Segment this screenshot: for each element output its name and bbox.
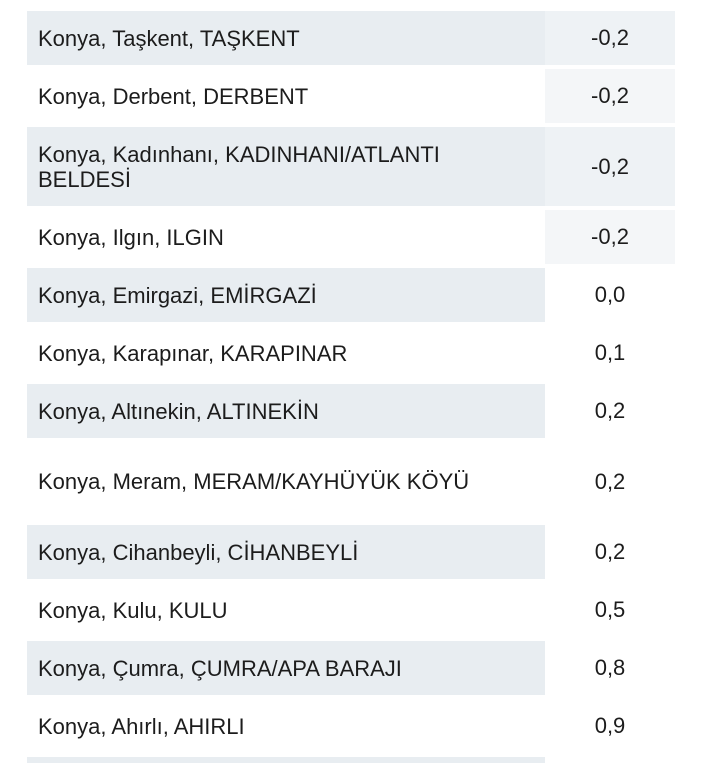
- table-row: Konya, Kadınhanı, KADINHANI/ATLANTI BELD…: [27, 127, 675, 206]
- location-cell: Konya, Karapınar, KARAPINAR: [38, 340, 348, 366]
- value-cell: 0,5: [594, 597, 626, 622]
- value-cell: 0,9: [594, 713, 626, 738]
- table-row: Konya, Çumra, ÇUMRA/APA BARAJI 0,8: [27, 641, 675, 695]
- location-cell: Konya, Cihanbeyli, CİHANBEYLİ: [27, 525, 545, 579]
- location-cell: Konya, Meram, MERAM/KAYHÜYÜK KÖYÜ: [38, 469, 470, 494]
- table-row: Konya, Emirgazi, EMİRGAZİ 0,0: [27, 268, 675, 322]
- value-cell: -0,2: [545, 69, 675, 123]
- value-cell: -0,2: [545, 11, 675, 65]
- value-cell: -0,2: [545, 210, 675, 264]
- location-cell: Konya, Altınekin, ALTINEKİN: [27, 384, 545, 438]
- location-cell: Konya, Kulu, KULU: [38, 597, 228, 623]
- location-cell: Konya, Kadınhanı, KADINHANI/ATLANTI BELD…: [27, 127, 545, 206]
- location-cell: Konya, Taşkent, TAŞKENT: [27, 11, 545, 65]
- next-row-edge: [27, 757, 545, 763]
- value-cell: 0,2: [594, 539, 626, 564]
- table-row: Konya, Taşkent, TAŞKENT -0,2: [27, 11, 675, 65]
- location-cell: Konya, Ahırlı, AHIRLI: [38, 713, 245, 739]
- location-cell: Konya, Derbent, DERBENT: [38, 83, 309, 109]
- location-cell: Konya, Ilgın, ILGIN: [38, 224, 224, 250]
- value-cell: 0,2: [594, 398, 626, 423]
- table-row: Konya, Altınekin, ALTINEKİN 0,2: [27, 384, 675, 438]
- value-cell: -0,2: [545, 127, 675, 206]
- table-row: Konya, Derbent, DERBENT -0,2: [27, 69, 675, 123]
- table-row: Konya, Cihanbeyli, CİHANBEYLİ 0,2: [27, 525, 675, 579]
- data-table: Konya, Taşkent, TAŞKENT -0,2 Konya, Derb…: [27, 11, 675, 757]
- location-cell: Konya, Emirgazi, EMİRGAZİ: [27, 268, 545, 322]
- value-cell: 0,0: [594, 282, 626, 307]
- table-row: Konya, Meram, MERAM/KAYHÜYÜK KÖYÜ 0,2: [27, 442, 675, 521]
- value-cell: 0,8: [594, 655, 626, 680]
- location-cell: Konya, Çumra, ÇUMRA/APA BARAJI: [27, 641, 545, 695]
- value-cell: 0,1: [594, 340, 626, 365]
- table-row: Konya, Ahırlı, AHIRLI 0,9: [27, 699, 675, 753]
- table-row: Konya, Ilgın, ILGIN -0,2: [27, 210, 675, 264]
- table-row: Konya, Karapınar, KARAPINAR 0,1: [27, 326, 675, 380]
- table-row: Konya, Kulu, KULU 0,5: [27, 583, 675, 637]
- value-cell: 0,2: [594, 468, 626, 494]
